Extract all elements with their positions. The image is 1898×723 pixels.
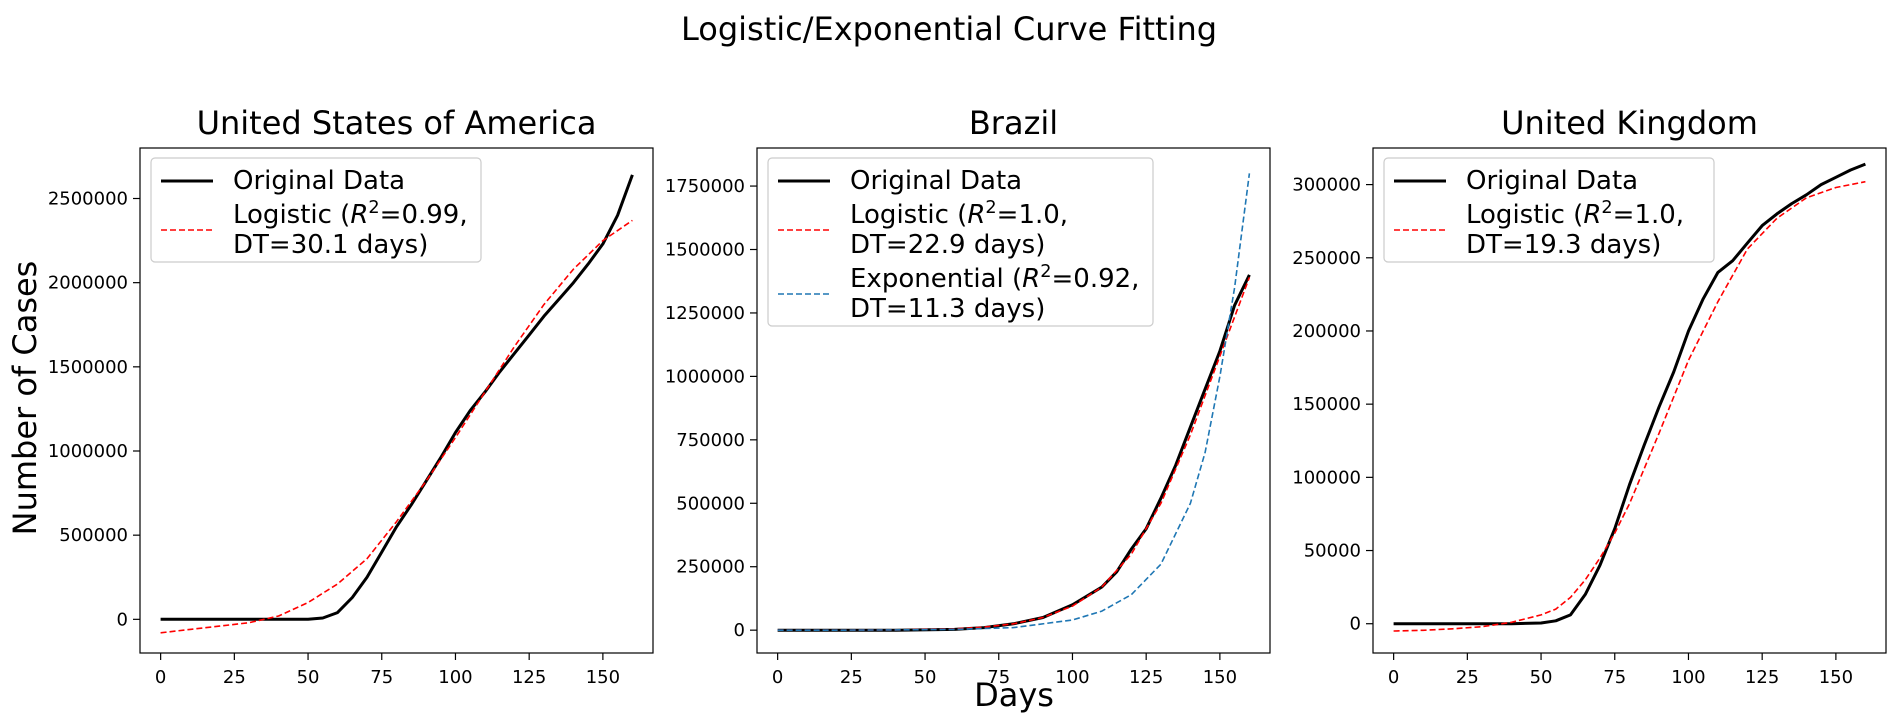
x-tick-label: 50 (297, 667, 320, 688)
y-tick-label: 300000 (1292, 175, 1361, 196)
series-line-1 (1393, 162, 1866, 626)
x-tick-label: 25 (1456, 667, 1479, 688)
x-tick-label: 150 (1819, 667, 1853, 688)
x-tick-label: 75 (987, 667, 1010, 688)
y-tick-label: 1000000 (48, 441, 128, 462)
chart-title: United Kingdom (1501, 104, 1758, 142)
y-tick-label: 750000 (676, 430, 745, 451)
x-tick-label: 125 (1129, 667, 1163, 688)
x-tick-label: 100 (1055, 667, 1089, 688)
series-line-2 (1393, 180, 1866, 632)
chart-panels: United States of America 0 25 50 75 100 125 150… (48, 104, 1887, 688)
x-tick-label: 0 (772, 667, 783, 688)
legend-box (1383, 157, 1715, 263)
legend-box (150, 157, 482, 263)
x-tick-label: 25 (223, 667, 246, 688)
chart-title: United States of America (197, 104, 597, 142)
y-tick-label: 100000 (1292, 467, 1361, 488)
x-tick-label: 125 (512, 667, 546, 688)
series-line-2 (160, 219, 633, 634)
plot-frame (139, 147, 654, 654)
series-group (160, 174, 634, 634)
series-line-3 (777, 173, 1251, 632)
x-tick-label: 150 (1203, 667, 1237, 688)
legend-label: Logistic (R2=0.99, (233, 198, 468, 230)
x-tick-label: 0 (155, 667, 166, 688)
x-tick-label: 25 (840, 667, 863, 688)
y-tick-label: 200000 (1292, 321, 1361, 342)
chart-panel-2: Brazil 0 25 50 75 100 125 150 0 250000 500000 75000… (665, 104, 1271, 688)
y-tick-label: 1750000 (665, 176, 745, 197)
plot-frame (756, 147, 1271, 654)
legend-label: DT=22.9 days) (850, 230, 1045, 260)
y-tick-label: 0 (117, 609, 128, 630)
figure-ylabel: Number of Cases (6, 261, 44, 536)
legend-label: Original Data (850, 166, 1022, 196)
y-tick-label: 2500000 (48, 189, 128, 210)
x-tick-label: 100 (1671, 667, 1705, 688)
x-tick-label: 75 (1603, 667, 1626, 688)
series-line-1 (777, 274, 1251, 632)
x-tick-label: 150 (586, 667, 620, 688)
x-tick-label: 125 (1745, 667, 1779, 688)
legend-label: DT=11.3 days) (850, 294, 1045, 324)
legend-label: Logistic (R2=1.0, (1466, 198, 1684, 230)
x-tick-label: 100 (438, 667, 472, 688)
y-tick-label: 500000 (676, 493, 745, 514)
legend-label: Original Data (1466, 166, 1638, 196)
y-tick-label: 1250000 (665, 303, 745, 324)
x-tick-label: 50 (914, 667, 937, 688)
y-tick-label: 250000 (676, 557, 745, 578)
plot-frame (1372, 147, 1887, 654)
y-tick-label: 250000 (1292, 248, 1361, 269)
legend-label: Original Data (233, 166, 405, 196)
legend-label: Logistic (R2=1.0, (850, 198, 1068, 230)
legend-box (767, 157, 1154, 327)
x-tick-label: 75 (370, 667, 393, 688)
figure-xlabel: Days (974, 676, 1054, 714)
y-tick-label: 50000 (1304, 541, 1361, 562)
chart-title: Brazil (969, 104, 1058, 142)
y-tick-label: 1000000 (665, 366, 745, 387)
series-group (1393, 162, 1866, 632)
legend-label: Exponential (R2=0.92, (850, 262, 1139, 294)
y-tick-label: 0 (1350, 614, 1361, 635)
y-tick-label: 2000000 (48, 273, 128, 294)
y-tick-label: 1500000 (665, 240, 745, 261)
chart-panel-1: United States of America 0 25 50 75 100 125 150… (48, 104, 654, 688)
y-tick-label: 500000 (59, 525, 128, 546)
figure-title: Logistic/Exponential Curve Fitting (681, 10, 1217, 48)
x-tick-label: 0 (1388, 667, 1399, 688)
legend-label: DT=19.3 days) (1466, 230, 1661, 260)
y-tick-label: 0 (734, 620, 745, 641)
y-tick-label: 150000 (1292, 394, 1361, 415)
legend-label: DT=30.1 days) (233, 230, 428, 260)
x-tick-label: 50 (1530, 667, 1553, 688)
chart-panel-3: United Kingdom 0 25 50 75 100 125 150 0 50000 1000… (1292, 104, 1887, 688)
series-group (777, 173, 1251, 632)
y-tick-label: 1500000 (48, 357, 128, 378)
